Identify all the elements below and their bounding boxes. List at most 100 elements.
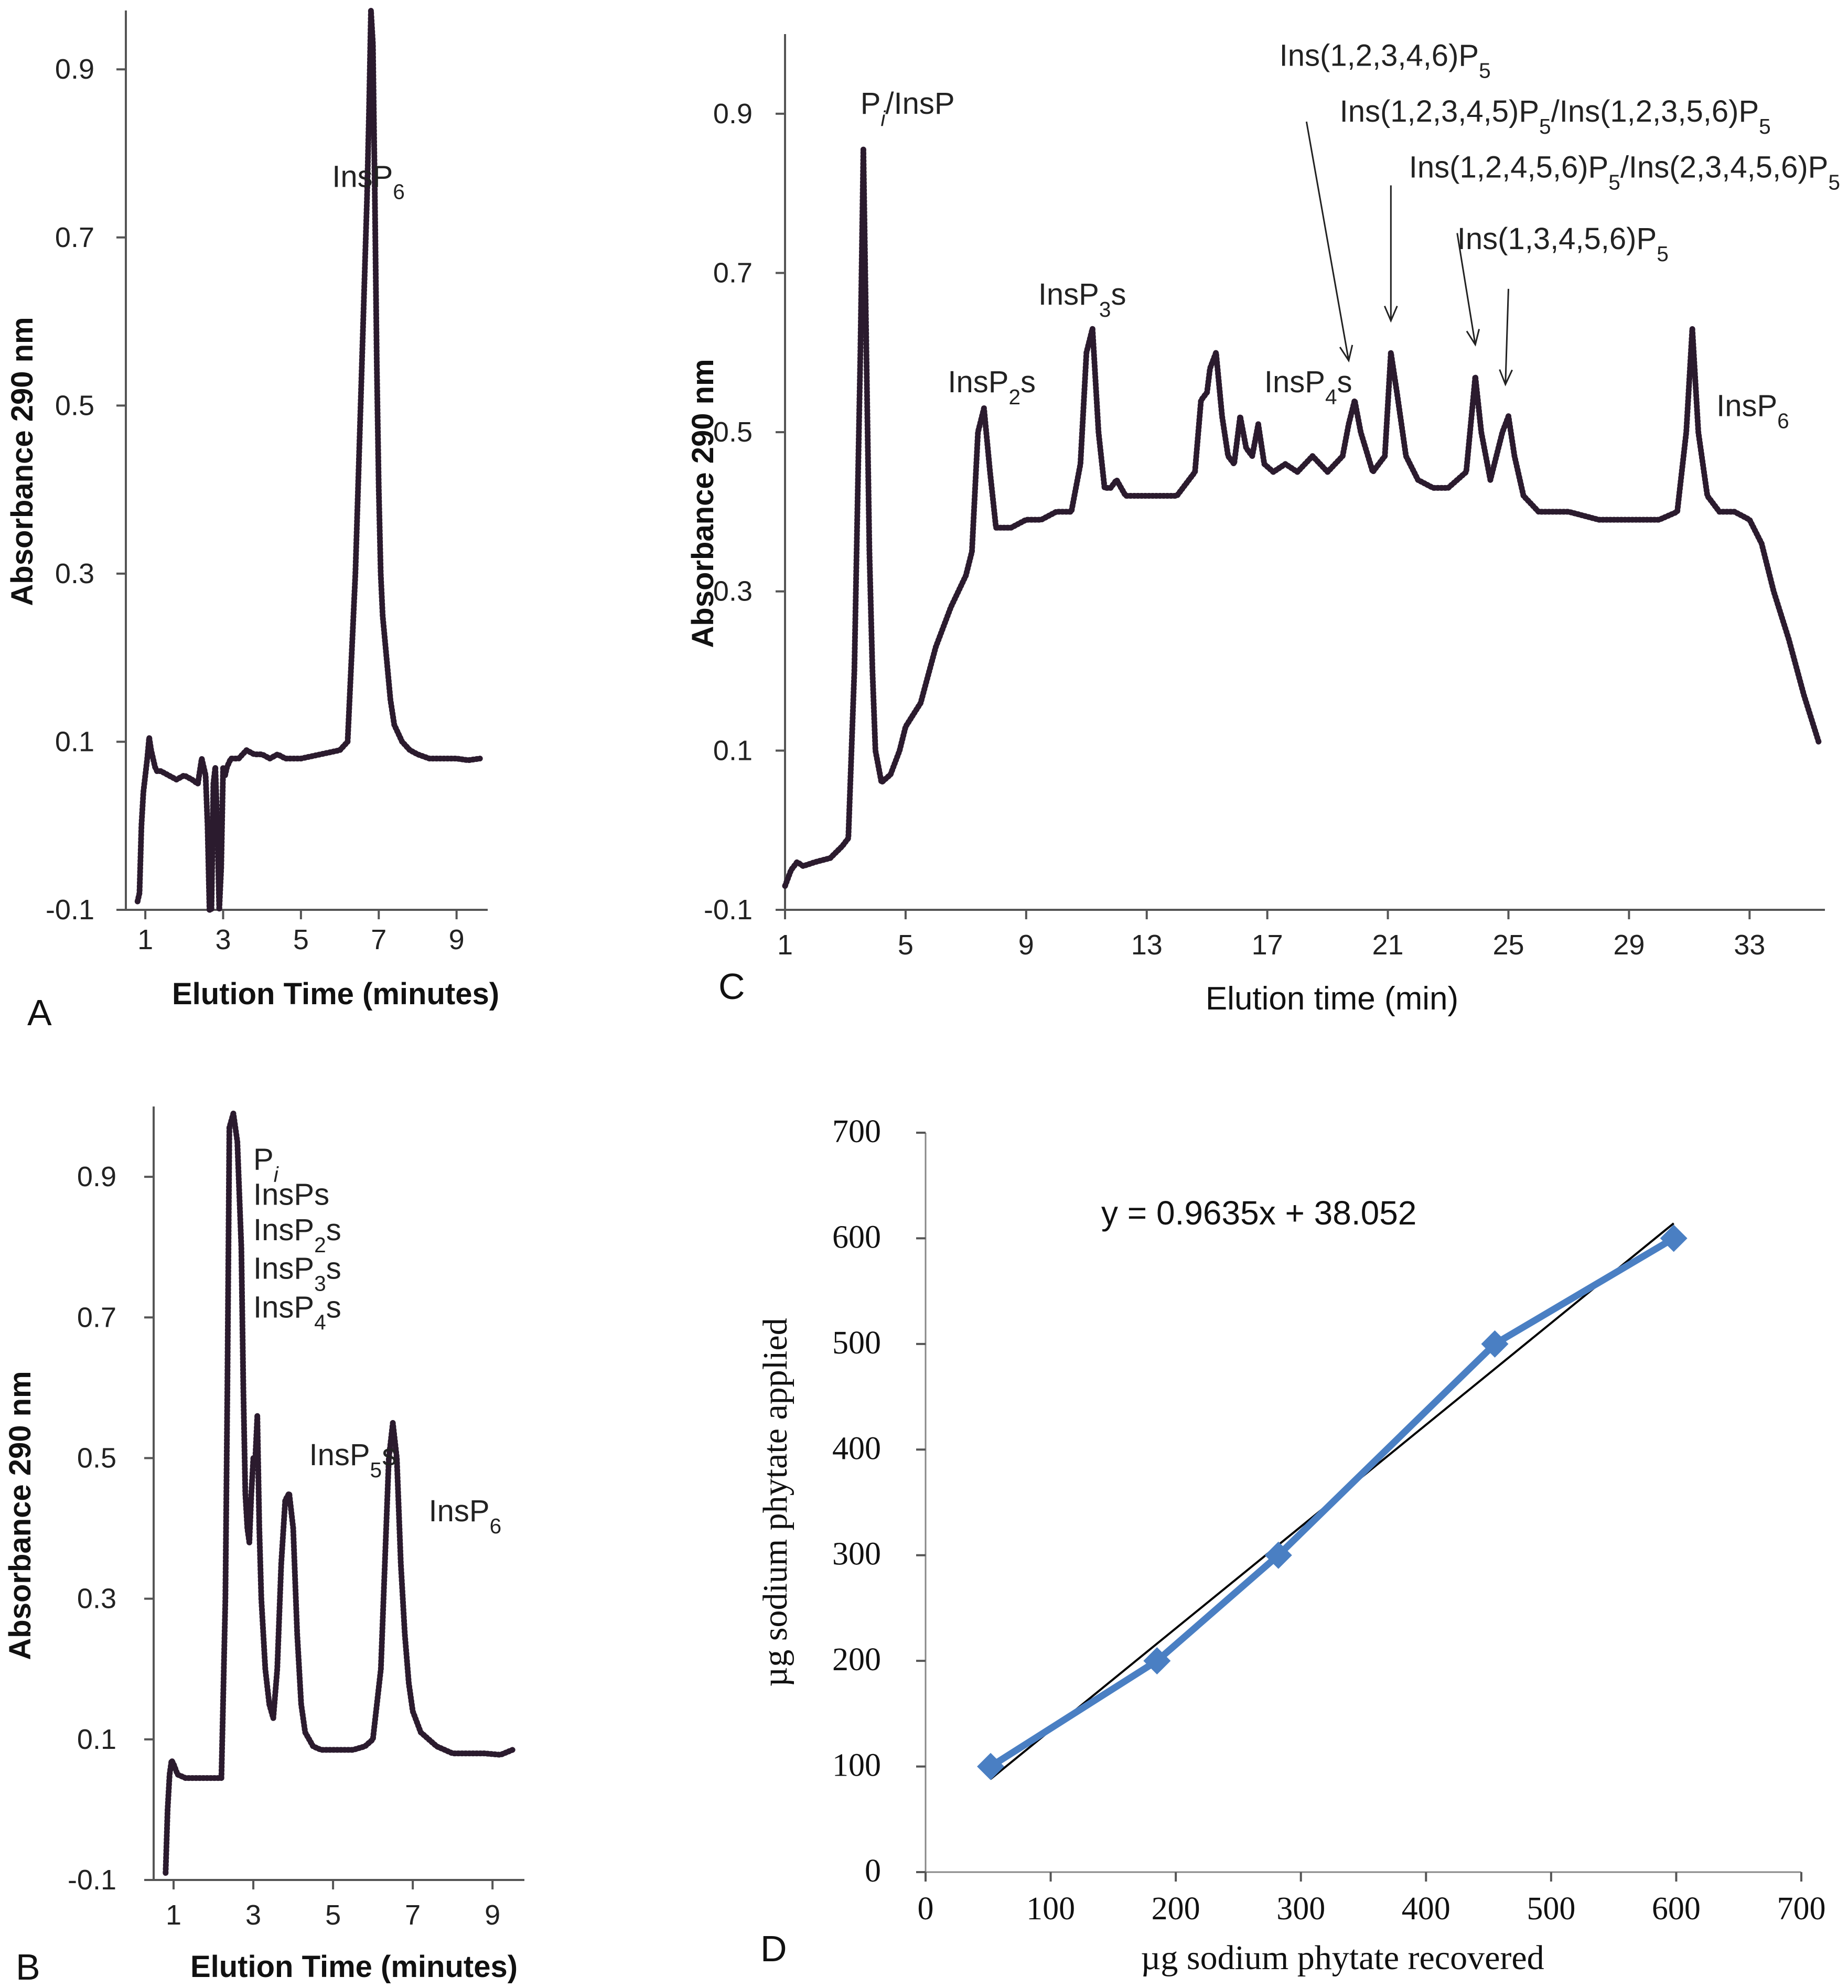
panel-d-x-tick-label: 0 (918, 1891, 934, 1927)
panel-c-arrow-head (1499, 369, 1513, 386)
panel-a-x-tick-label: 1 (137, 924, 153, 955)
panel-a-peak-label: InsP6 (332, 160, 405, 204)
panel-b-y-tick-label: 0.3 (77, 1583, 116, 1615)
panel-d-x-tick-label: 600 (1652, 1891, 1701, 1927)
panel-b-x-tick-label: 5 (325, 1899, 341, 1931)
panel-b-x-tick-label: 7 (405, 1899, 421, 1931)
panel-c-y-tick-label: 0.3 (713, 576, 753, 607)
panel-c-peak-label: InsP2s (948, 365, 1036, 409)
panel-d-y-tick-label: 600 (832, 1219, 881, 1255)
panel-c-y-tick-label: -0.1 (704, 894, 753, 926)
panel-c-x-tick-label: 25 (1492, 929, 1524, 961)
panel-b-peak-label: InsP4s (253, 1290, 341, 1334)
panel-d-x-tick-label: 400 (1402, 1891, 1451, 1927)
panel-a: -0.1 0.1 0.3 0.5 0.7 0.9 1 3 5 7 9 InsP6 Elution … (5, 7, 499, 1033)
panel-b-peak-label: InsPs (253, 1178, 329, 1212)
panel-b-y-tick-label: -0.1 (68, 1864, 116, 1896)
panel-a-y-label: Absorbance 290 nm (5, 317, 39, 606)
panel-d-x-label: µg sodium phytate recovered (1141, 1939, 1544, 1977)
panel-a-x-label: Elution Time (minutes) (172, 977, 499, 1011)
panel-c-y-label: Absorbance 290 nm (686, 359, 720, 648)
panel-a-x-tick-label: 5 (293, 924, 309, 955)
panel-c-arrow-line (1305, 121, 1350, 361)
panel-b-peak-label: InsP3s (253, 1252, 341, 1296)
panel-c-arrow-line (1505, 288, 1509, 385)
panel-c-x-tick-label: 5 (898, 929, 914, 961)
panel-a-x-tick-label: 9 (449, 924, 465, 955)
panel-b-peak-label: Pi (253, 1143, 279, 1187)
panel-d-x-tick-label: 700 (1777, 1891, 1826, 1927)
panel-d-x-tick-label: 300 (1276, 1891, 1325, 1927)
panel-c-trace (782, 146, 1822, 889)
panel-c-x-tick-label: 29 (1613, 929, 1645, 961)
panel-d-y-tick-label: 500 (832, 1325, 881, 1361)
panel-a-letter: A (27, 992, 52, 1033)
panel-c-x-tick-label: 9 (1018, 929, 1034, 961)
panel-b-y-tick-label: 0.1 (77, 1724, 116, 1755)
panel-b-x-tick-label: 3 (245, 1899, 261, 1931)
panel-d-equation: y = 0.9635x + 38.052 (1101, 1194, 1416, 1232)
panel-c-peak-label: Ins(1,2,3,4,5)P5/Ins(1,2,3,5,6)P5 (1340, 94, 1771, 138)
panel-c-arrow-head (1466, 329, 1480, 347)
panel-d-y-tick-label: 400 (832, 1431, 881, 1466)
panel-c-arrow-head (1383, 305, 1398, 323)
panel-d-x-tick-label: 200 (1152, 1891, 1200, 1927)
panel-a-trace (134, 7, 483, 913)
panel-d-y-tick-label: 300 (832, 1536, 881, 1572)
panel-b-x-tick-label: 1 (166, 1899, 181, 1931)
panel-d-data-point (977, 1753, 1005, 1780)
panel-d-y-tick-label: 200 (832, 1642, 881, 1678)
panel-a-y-tick-label: 0.3 (55, 558, 94, 589)
panel-c-x-tick-label: 1 (777, 929, 793, 961)
panel-a-y-tick-label: 0.1 (55, 726, 94, 757)
panel-d-y-tick-label: 100 (832, 1748, 881, 1783)
panel-b-peak-label: InsP5s (309, 1438, 397, 1482)
panel-c-y-tick-label: 0.7 (713, 257, 753, 288)
panel-c-y-tick-label: 0.9 (713, 98, 753, 130)
panel-d-data-point (1143, 1647, 1171, 1675)
panel-d-data-point (1481, 1330, 1509, 1358)
panel-d-y-tick-label: 700 (832, 1114, 881, 1149)
panel-c-peak-label: Ins(1,2,3,4,6)P5 (1280, 39, 1491, 83)
panel-b-y-tick-label: 0.9 (77, 1161, 116, 1192)
panel-a-y-tick-label: 0.7 (55, 222, 94, 253)
panel-b-peak-label: InsP2s (253, 1213, 341, 1257)
panel-c-peak-label: Pi/InsP (861, 87, 955, 131)
panel-c-y-tick-label: 0.5 (713, 416, 753, 448)
panel-d-data-point (1660, 1224, 1688, 1252)
panel-b-peak-label: InsP6 (429, 1494, 502, 1538)
panel-b-trace (163, 1110, 515, 1876)
panel-a-y-tick-label: -0.1 (46, 894, 94, 926)
panel-c-x-label: Elution time (min) (1206, 981, 1458, 1017)
panel-c-peak-label: InsP4s (1264, 365, 1352, 409)
panel-d-x-tick-label: 500 (1527, 1891, 1575, 1927)
panel-b-x-label: Elution Time (minutes) (190, 1950, 518, 1984)
panel-a-y-tick-label: 0.5 (55, 390, 94, 421)
panel-c-x-tick-label: 33 (1734, 929, 1765, 961)
panel-c-peak-label: InsP6 (1716, 389, 1789, 433)
panel-b-y-tick-label: 0.5 (77, 1442, 116, 1474)
panel-c-x-tick-label: 21 (1372, 929, 1404, 961)
panel-c-x-tick-label: 13 (1131, 929, 1163, 961)
panel-d-y-label: µg sodium phytate applied (756, 1318, 794, 1686)
panel-c-arrow-line (1456, 233, 1476, 345)
panel-d-data-point (1264, 1541, 1292, 1569)
panel-b-y-label: Absorbance 290 nm (3, 1371, 37, 1660)
panel-d-letter: D (760, 1928, 787, 1969)
panel-c-arrow-head (1339, 345, 1353, 363)
panel-a-x-tick-label: 7 (371, 924, 386, 955)
panel-c-peak-label: Ins(1,3,4,5,6)P5 (1457, 222, 1669, 266)
panel-c-peak-label: Ins(1,2,4,5,6)P5/Ins(2,3,4,5,6)P5 (1409, 150, 1840, 194)
panel-a-x-tick-label: 3 (215, 924, 231, 955)
panel-d-y-tick-label: 0 (865, 1853, 881, 1889)
panel-c-y-tick-label: 0.1 (713, 735, 753, 766)
panel-c-x-tick-label: 17 (1252, 929, 1283, 961)
panel-b-y-tick-label: 0.7 (77, 1302, 116, 1333)
panel-b-x-tick-label: 9 (485, 1899, 500, 1931)
panel-b-letter: B (16, 1947, 40, 1987)
panel-c-letter: C (718, 966, 745, 1007)
panel-d-x-tick-label: 100 (1026, 1891, 1075, 1927)
panel-a-y-tick-label: 0.9 (55, 53, 94, 85)
